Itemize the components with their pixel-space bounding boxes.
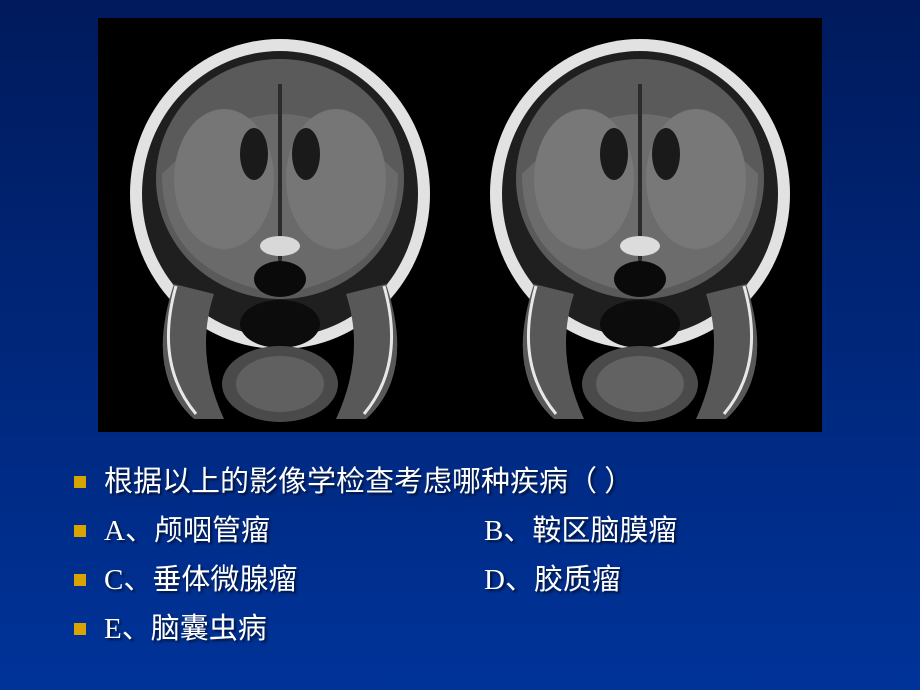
option-d: D、胶质瘤 bbox=[484, 558, 621, 603]
option-row-e: E、脑囊虫病 bbox=[74, 607, 864, 652]
bullet-icon bbox=[74, 476, 86, 488]
question-line: 根据以上的影像学检查考虑哪种疾病（ ） bbox=[74, 460, 864, 505]
bullet-icon bbox=[74, 623, 86, 635]
option-c: C、垂体微腺瘤 bbox=[104, 558, 484, 603]
option-a: A、颅咽管瘤 bbox=[104, 509, 484, 554]
question-block: 根据以上的影像学检查考虑哪种疾病（ ） A、颅咽管瘤 B、鞍区脑膜瘤 C、垂体微… bbox=[74, 456, 864, 656]
mri-image-panel bbox=[98, 18, 822, 432]
option-b: B、鞍区脑膜瘤 bbox=[484, 509, 677, 554]
bullet-icon bbox=[74, 574, 86, 586]
bullet-icon bbox=[74, 525, 86, 537]
coronal-mri-right bbox=[464, 24, 816, 426]
option-row-cd: C、垂体微腺瘤 D、胶质瘤 bbox=[74, 558, 864, 603]
question-text: 根据以上的影像学检查考虑哪种疾病（ ） bbox=[104, 460, 633, 505]
option-row-ab: A、颅咽管瘤 B、鞍区脑膜瘤 bbox=[74, 509, 864, 554]
option-e: E、脑囊虫病 bbox=[104, 607, 267, 652]
mri-right-svg bbox=[464, 24, 816, 426]
mri-left-svg bbox=[104, 24, 456, 426]
slide: 根据以上的影像学检查考虑哪种疾病（ ） A、颅咽管瘤 B、鞍区脑膜瘤 C、垂体微… bbox=[0, 0, 920, 690]
coronal-mri-left bbox=[104, 24, 456, 426]
